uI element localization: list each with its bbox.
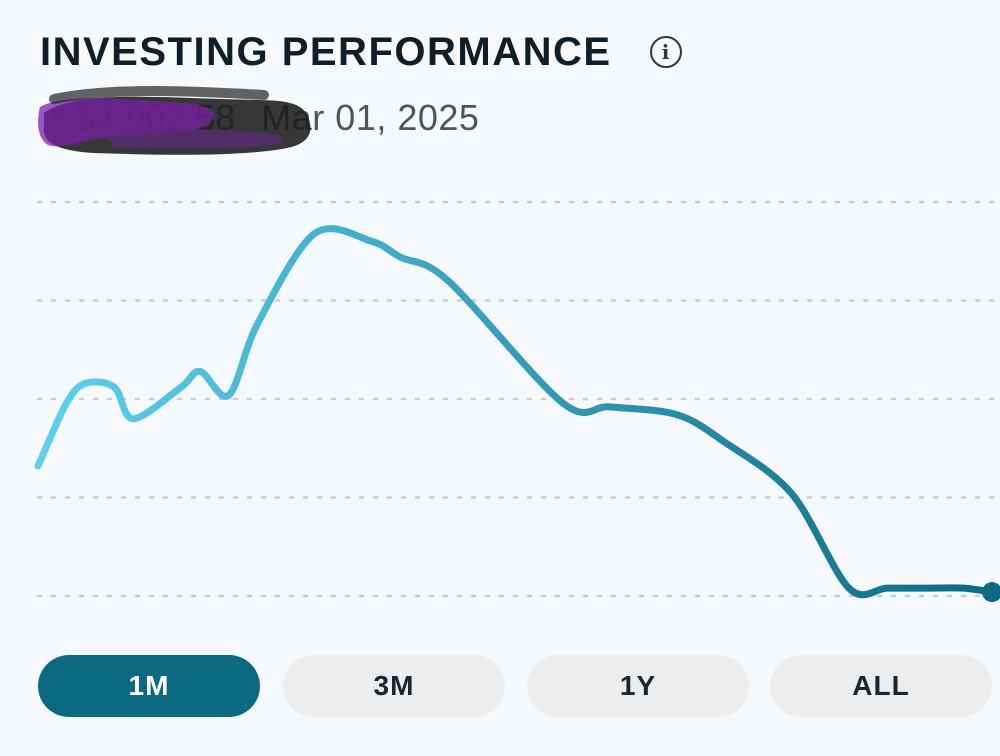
current-point-marker[interactable] [982,582,1000,603]
chart-title: INVESTING PERFORMANCE [40,29,612,74]
summary-row: ↗ $4,902.58 Mar 01, 2025 [38,86,980,155]
time-range-selector: 1M 3M 1Y ALL [38,655,1000,717]
date-label: Mar 01, 2025 [261,97,480,138]
range-button-1m[interactable]: 1M [38,655,260,717]
change-amount: $4,902.58 [75,97,236,138]
info-icon[interactable]: i [649,36,682,68]
range-button-3m[interactable]: 3M [283,655,505,717]
series-line [34,225,996,599]
performance-chart [34,200,1000,603]
grid-lines [36,200,1000,598]
change-value: ↗ $4,902.58 [38,86,311,155]
range-button-1y[interactable]: 1Y [527,655,749,717]
trend-arrow-icon: ↗ [40,101,66,135]
title-row: INVESTING PERFORMANCE i [40,26,980,78]
chart-header: INVESTING PERFORMANCE i ↗ $4,902.58 Mar … [38,26,980,155]
range-button-all[interactable]: ALL [770,655,992,717]
